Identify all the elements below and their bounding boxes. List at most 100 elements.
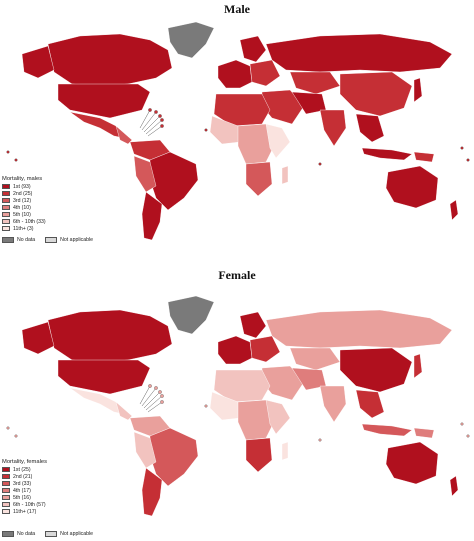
- southern-africa: [245, 437, 273, 473]
- new-zealand: [449, 475, 459, 497]
- no-data-swatch: [2, 237, 14, 243]
- male-title: Male: [224, 2, 250, 16]
- west-africa: [209, 391, 241, 421]
- russia: [265, 309, 453, 349]
- female-legend-item-1st: 1st (25): [2, 466, 47, 473]
- no-data-swatch: [2, 531, 14, 537]
- legend-swatch: [2, 495, 10, 500]
- legend-label: 6th - 10th (33): [13, 218, 46, 225]
- madagascar: [281, 441, 289, 461]
- legend-swatch: [2, 184, 10, 189]
- scandinavia: [239, 35, 267, 63]
- southeast-asia: [355, 389, 385, 419]
- caribbean-callouts: [139, 385, 163, 413]
- argentina-chile: [141, 467, 163, 517]
- legend-swatch: [2, 226, 10, 231]
- male-legend-item-4th: 4th (10): [2, 204, 46, 211]
- no-data-label: No data: [17, 531, 36, 537]
- china-mongolia: [339, 71, 413, 117]
- greenland: [167, 295, 215, 335]
- legend-swatch: [2, 191, 10, 196]
- female-legend-title: Mortality, females: [2, 459, 47, 465]
- male-legend-item-5th: 5th (10): [2, 211, 46, 218]
- male-legend-title: Mortality, males: [2, 176, 43, 182]
- indonesia: [361, 147, 413, 161]
- not-applicable-label: Not applicable: [60, 237, 94, 243]
- europe-west: [217, 335, 253, 365]
- madagascar: [281, 165, 289, 185]
- legend-swatch: [2, 198, 10, 203]
- kazakhstan: [289, 347, 341, 371]
- legend-label: 11th+ (3): [13, 225, 34, 232]
- legend-label: 3rd (33): [13, 480, 32, 487]
- legend-label: 2nd (25): [13, 190, 33, 197]
- male-legend-item-11th: 11th+ (3): [2, 225, 46, 232]
- legend-label: 6th - 10th (57): [13, 501, 46, 508]
- not-applicable-swatch: [45, 531, 58, 537]
- female-panel: Female: [0, 266, 474, 541]
- female-legend-item-4th: 4th (17): [2, 487, 47, 494]
- male-extra-legend: No data Not applicable: [2, 237, 93, 243]
- scandinavia: [239, 311, 267, 339]
- canada: [47, 309, 173, 363]
- east-africa: [265, 399, 291, 435]
- not-applicable-label: Not applicable: [60, 531, 94, 537]
- japan: [413, 77, 423, 103]
- female-legend-item-2nd: 2nd (21): [2, 473, 47, 480]
- papua: [413, 427, 435, 439]
- china-mongolia: [339, 347, 413, 393]
- legend-swatch: [2, 502, 10, 507]
- legend-label: 11th+ (17): [13, 508, 37, 515]
- female-legend: Mortality, females 1st (25) 2nd (21) 3rd…: [2, 459, 47, 515]
- female-extra-legend: No data Not applicable: [2, 531, 93, 537]
- indonesia: [361, 423, 413, 437]
- male-legend: Mortality, males 1st (93) 2nd (25) 3rd (…: [2, 176, 46, 232]
- southeast-asia: [355, 113, 385, 143]
- north-africa: [213, 369, 271, 403]
- europe-east: [249, 59, 281, 87]
- legend-swatch: [2, 205, 10, 210]
- legend-swatch: [2, 474, 10, 479]
- southern-africa: [245, 161, 273, 197]
- male-legend-item-6th-10th: 6th - 10th (33): [2, 218, 46, 225]
- female-title: Female: [218, 268, 256, 282]
- legend-label: 3rd (12): [13, 197, 32, 204]
- legend-label: 5th (16): [13, 494, 31, 501]
- small-island-markers: [6, 108, 470, 166]
- legend-swatch: [2, 219, 10, 224]
- not-applicable-swatch: [45, 237, 58, 243]
- europe-east: [249, 335, 281, 363]
- male-world-map: [6, 21, 470, 241]
- small-island-markers: [6, 384, 470, 442]
- canada: [47, 33, 173, 87]
- peru-bolivia: [133, 431, 157, 469]
- legend-swatch: [2, 488, 10, 493]
- legend-label: 1st (93): [13, 183, 31, 190]
- europe-west: [217, 59, 253, 89]
- japan: [413, 353, 423, 379]
- male-legend-item-2nd: 2nd (25): [2, 190, 46, 197]
- no-data-label: No data: [17, 237, 36, 243]
- legend-swatch: [2, 509, 10, 514]
- central-america: [115, 125, 133, 145]
- australia: [385, 165, 439, 209]
- alaska: [21, 45, 55, 79]
- east-africa: [265, 123, 291, 159]
- legend-label: 5th (10): [13, 211, 31, 218]
- legend-swatch: [2, 212, 10, 217]
- female-legend-item-11th: 11th+ (17): [2, 508, 47, 515]
- female-world-map: [6, 295, 470, 517]
- male-legend-item-3rd: 3rd (12): [2, 197, 46, 204]
- legend-label: 2nd (21): [13, 473, 33, 480]
- female-legend-item-5th: 5th (16): [2, 494, 47, 501]
- greenland: [167, 21, 215, 59]
- female-legend-item-6th-10th: 6th - 10th (57): [2, 501, 47, 508]
- male-panel: Male: [0, 0, 474, 262]
- legend-swatch: [2, 481, 10, 486]
- kazakhstan: [289, 71, 341, 95]
- legend-label: 1st (25): [13, 466, 31, 473]
- india: [319, 385, 347, 423]
- india: [319, 109, 347, 147]
- legend-swatch: [2, 467, 10, 472]
- usa: [57, 359, 151, 395]
